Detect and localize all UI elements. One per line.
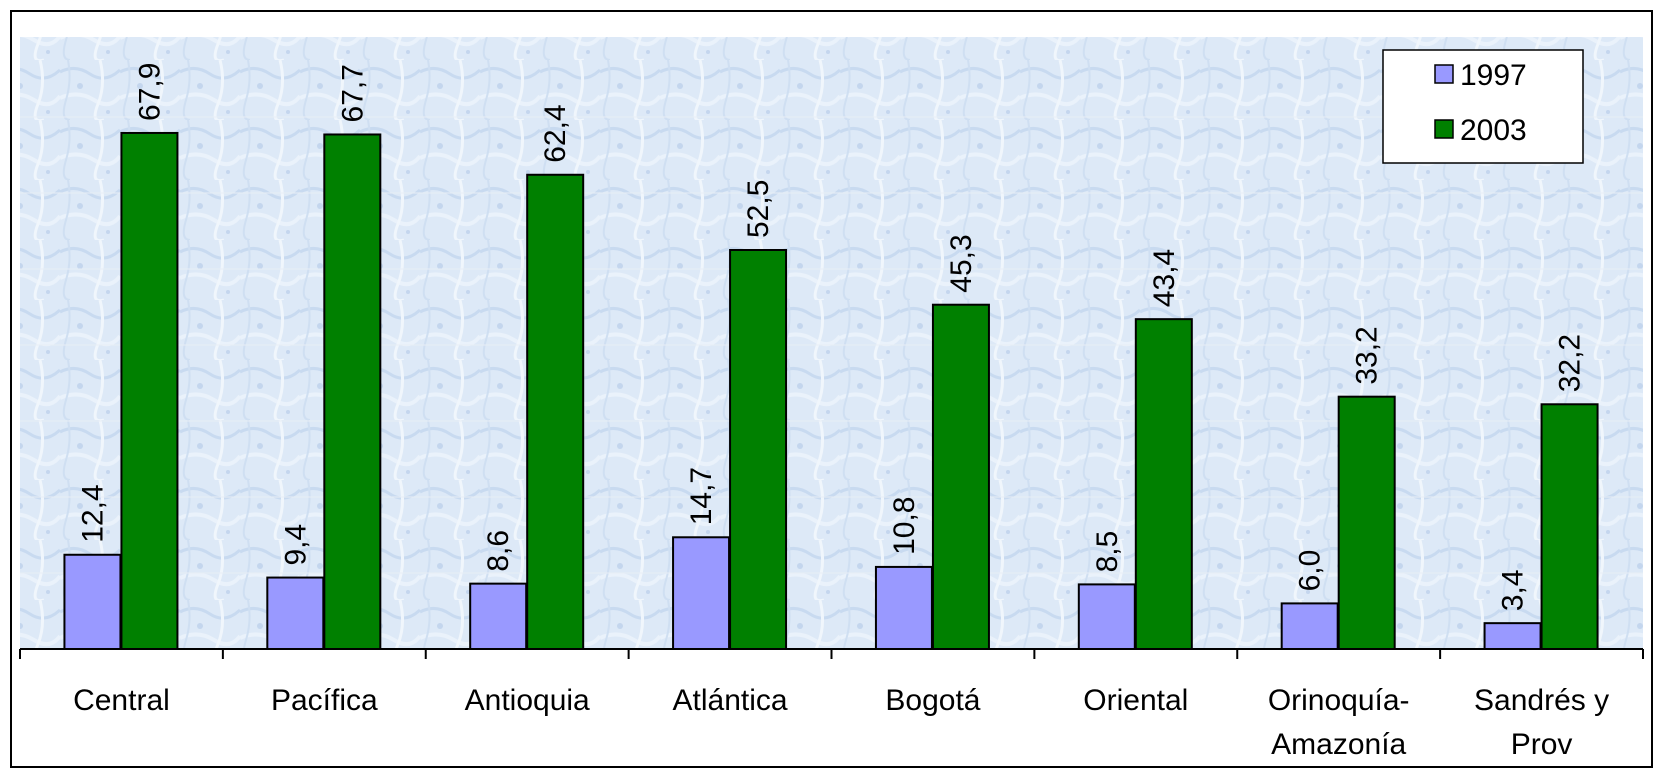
value-label: 43,4 <box>1148 249 1181 307</box>
value-labels: 12,4 67,9 9,4 67,7 8,6 62,4 14,7 52,5 10,8 45,3 8,… <box>76 63 1586 612</box>
value-label: 9,4 <box>279 524 312 566</box>
category-label: Central <box>73 684 170 717</box>
value-label: 3,4 <box>1497 569 1530 611</box>
x-axis-ticks <box>19 649 1644 659</box>
category-label: Amazonía <box>1271 728 1406 761</box>
value-label: 8,6 <box>482 530 515 572</box>
bar-1997-5 <box>1077 583 1136 651</box>
bar-1997-3 <box>672 536 731 651</box>
category-label: Antioquia <box>465 684 590 717</box>
value-label: 12,4 <box>76 484 109 542</box>
bar-1997-1 <box>266 576 325 650</box>
bar-2003-4 <box>931 303 990 650</box>
bar-2003-1 <box>323 133 382 651</box>
bar-1997-7 <box>1483 622 1542 650</box>
legend-label: 1997 <box>1460 59 1527 92</box>
value-label: 67,7 <box>336 64 369 122</box>
bar-2003-6 <box>1337 395 1396 650</box>
value-label: 62,4 <box>539 104 572 162</box>
value-label: 10,8 <box>888 497 921 555</box>
value-label: 8,5 <box>1091 531 1124 573</box>
category-labels: Central Pacífica Antioquia Atlántica Bogotá O… <box>73 684 1609 761</box>
bar-2003-5 <box>1134 318 1193 650</box>
value-label: 6,0 <box>1294 550 1327 592</box>
bar-2003-3 <box>729 249 788 650</box>
legend: 1997 2003 <box>1382 49 1584 164</box>
category-label: Pacífica <box>271 684 378 717</box>
category-label: Atlántica <box>673 684 788 717</box>
category-label: Oriental <box>1083 684 1188 717</box>
legend-swatch-2003 <box>1434 119 1454 139</box>
value-label: 67,9 <box>133 63 166 121</box>
bar-2003-2 <box>526 173 585 650</box>
legend-label: 2003 <box>1460 114 1527 147</box>
category-label: Prov <box>1511 728 1573 761</box>
bar-2003-0 <box>120 131 179 650</box>
legend-box <box>1382 49 1584 164</box>
legend-swatch-1997 <box>1434 64 1454 84</box>
value-label: 32,2 <box>1554 334 1587 392</box>
bar-2003-7 <box>1540 403 1599 650</box>
value-label: 45,3 <box>945 234 978 292</box>
category-label: Bogotá <box>885 684 980 717</box>
value-label: 33,2 <box>1351 326 1384 384</box>
bar-1997-2 <box>469 582 528 651</box>
value-label: 52,5 <box>742 180 775 238</box>
bar-1997-6 <box>1280 602 1339 651</box>
category-label: Sandrés y <box>1474 684 1609 717</box>
value-label: 14,7 <box>685 467 718 525</box>
bar-1997-0 <box>63 553 122 651</box>
category-label: Orinoquía- <box>1268 684 1410 717</box>
bar-1997-4 <box>874 565 933 650</box>
